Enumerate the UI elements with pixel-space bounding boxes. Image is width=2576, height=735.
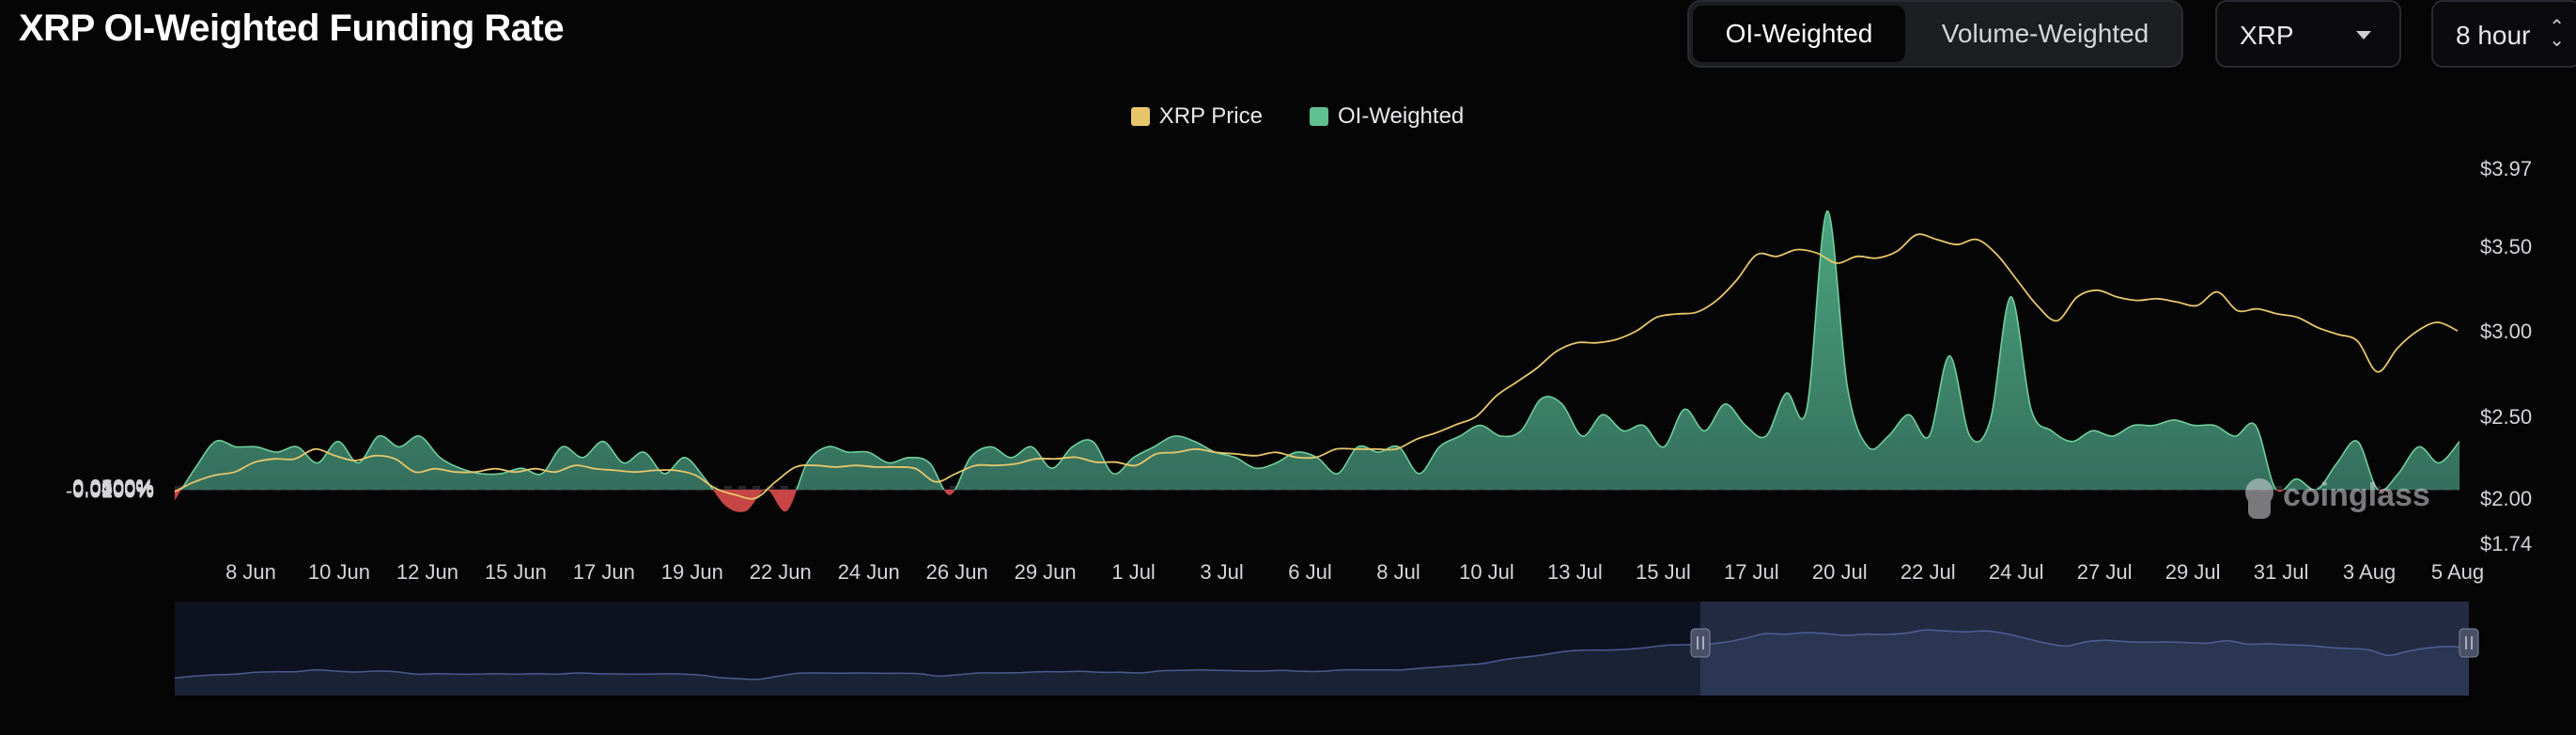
x-tick-label: 6 Jul	[1288, 560, 1331, 584]
legend-swatch-oi	[1309, 107, 1328, 126]
oi-line	[180, 210, 2460, 490]
x-tick-label: 15 Jul	[1636, 560, 1691, 584]
x-tick-label: 17 Jun	[573, 560, 635, 584]
x-tick-label: 10 Jun	[308, 560, 370, 584]
x-tick-label: 22 Jun	[750, 560, 812, 584]
x-tick-label: 10 Jul	[1459, 560, 1514, 584]
handle-grip	[1690, 628, 1711, 658]
coinglass-logo-body	[2248, 494, 2271, 519]
y-right-tick-label: $3.50	[2480, 235, 2532, 258]
x-tick-label: 29 Jul	[2165, 560, 2221, 584]
legend-item-xrp-price[interactable]: XRP Price	[1112, 103, 1263, 130]
x-tick-label: 3 Jul	[1200, 560, 1243, 584]
x-tick-label: 15 Jun	[485, 560, 547, 584]
navigator-area	[175, 630, 2469, 696]
navigator-left-handle[interactable]	[1690, 628, 1711, 658]
y-right-tick-label: $3.97	[2480, 157, 2532, 180]
x-tick-label: 29 Jun	[1015, 560, 1077, 584]
y-left-tick-label: 0.0400%	[72, 477, 154, 500]
x-tick-label: 1 Jul	[1111, 560, 1155, 584]
navigator-line	[174, 629, 2470, 680]
watermark-text: coinglass	[2283, 477, 2430, 513]
x-tick-label: 13 Jul	[1547, 560, 1603, 584]
x-tick-label: 8 Jul	[1376, 560, 1420, 584]
y-right-tick-label: $3.00	[2480, 320, 2532, 343]
x-tick-label: 17 Jul	[1724, 560, 1779, 584]
x-tick-label: 8 Jun	[225, 560, 276, 584]
oi-positive-area	[175, 211, 2460, 490]
tab-volume-weighted[interactable]: Volume-Weighted	[1941, 19, 2149, 48]
navigator-selection	[1700, 602, 2469, 696]
handle-grip	[2459, 628, 2479, 658]
series-xrp-price	[174, 233, 2459, 500]
y-left-tick-label: 0.0300%	[72, 477, 154, 500]
oi-negative-area	[175, 490, 2460, 512]
chevron-down-icon	[2356, 31, 2371, 39]
x-tick-label: 24 Jun	[838, 560, 900, 584]
legend-label-oi: OI-Weighted	[1337, 103, 1465, 129]
range-navigator	[174, 602, 2479, 696]
y-right-tick-label: $2.50	[2480, 405, 2532, 429]
y-left-tick-label: 0.0500%	[72, 476, 154, 499]
coinglass-watermark: coinglass	[2245, 477, 2430, 519]
interval-select-value: 8 hour	[2456, 21, 2531, 50]
x-tick-label: 5 Aug	[2431, 560, 2484, 584]
y-right-tick-label: $1.74	[2480, 532, 2532, 555]
page-title: XRP OI-Weighted Funding Rate	[19, 8, 565, 49]
series-oi-weighted	[175, 210, 2460, 512]
coin-select[interactable]: XRP	[2215, 0, 2401, 68]
x-tick-label: 27 Jul	[2077, 560, 2133, 584]
price-line	[174, 233, 2459, 500]
y-left-tick-label: -0.0100%	[66, 479, 154, 503]
x-tick-label: 12 Jun	[396, 560, 458, 584]
x-tick-label: 31 Jul	[2254, 560, 2309, 584]
x-tick-label: 19 Jun	[661, 560, 723, 584]
weighting-toggle: OI-Weighted Volume-Weighted	[1687, 0, 2183, 68]
x-tick-label: 22 Jul	[1901, 560, 1956, 584]
y-left-tick-label: 0.0100%	[72, 477, 154, 501]
chart-legend: XRP Price OI-Weighted	[0, 103, 2576, 130]
x-tick-label: 3 Aug	[2343, 560, 2396, 584]
navigator-right-handle[interactable]	[2459, 628, 2479, 658]
legend-item-oi-weighted[interactable]: OI-Weighted	[1291, 103, 1464, 130]
interval-select[interactable]: 8 hour ⌃ ⌄	[2431, 0, 2576, 68]
chevron-updown-icon: ⌃ ⌄	[2549, 17, 2565, 51]
legend-swatch-price	[1130, 107, 1150, 126]
y-left-tick-label: 0%	[124, 478, 154, 502]
x-tick-label: 20 Jul	[1812, 560, 1868, 584]
y-right-tick-label: $2.00	[2480, 487, 2532, 510]
coin-select-value: XRP	[2240, 21, 2294, 50]
tab-oi-weighted[interactable]: OI-Weighted	[1693, 6, 1905, 62]
y-left-tick-label: 0.0200%	[72, 477, 154, 501]
legend-label-price: XRP Price	[1158, 103, 1263, 129]
y-left-tick-label: 0.0600%	[72, 476, 154, 499]
x-tick-label: 24 Jul	[1989, 560, 2044, 584]
x-tick-label: 26 Jun	[926, 560, 988, 584]
